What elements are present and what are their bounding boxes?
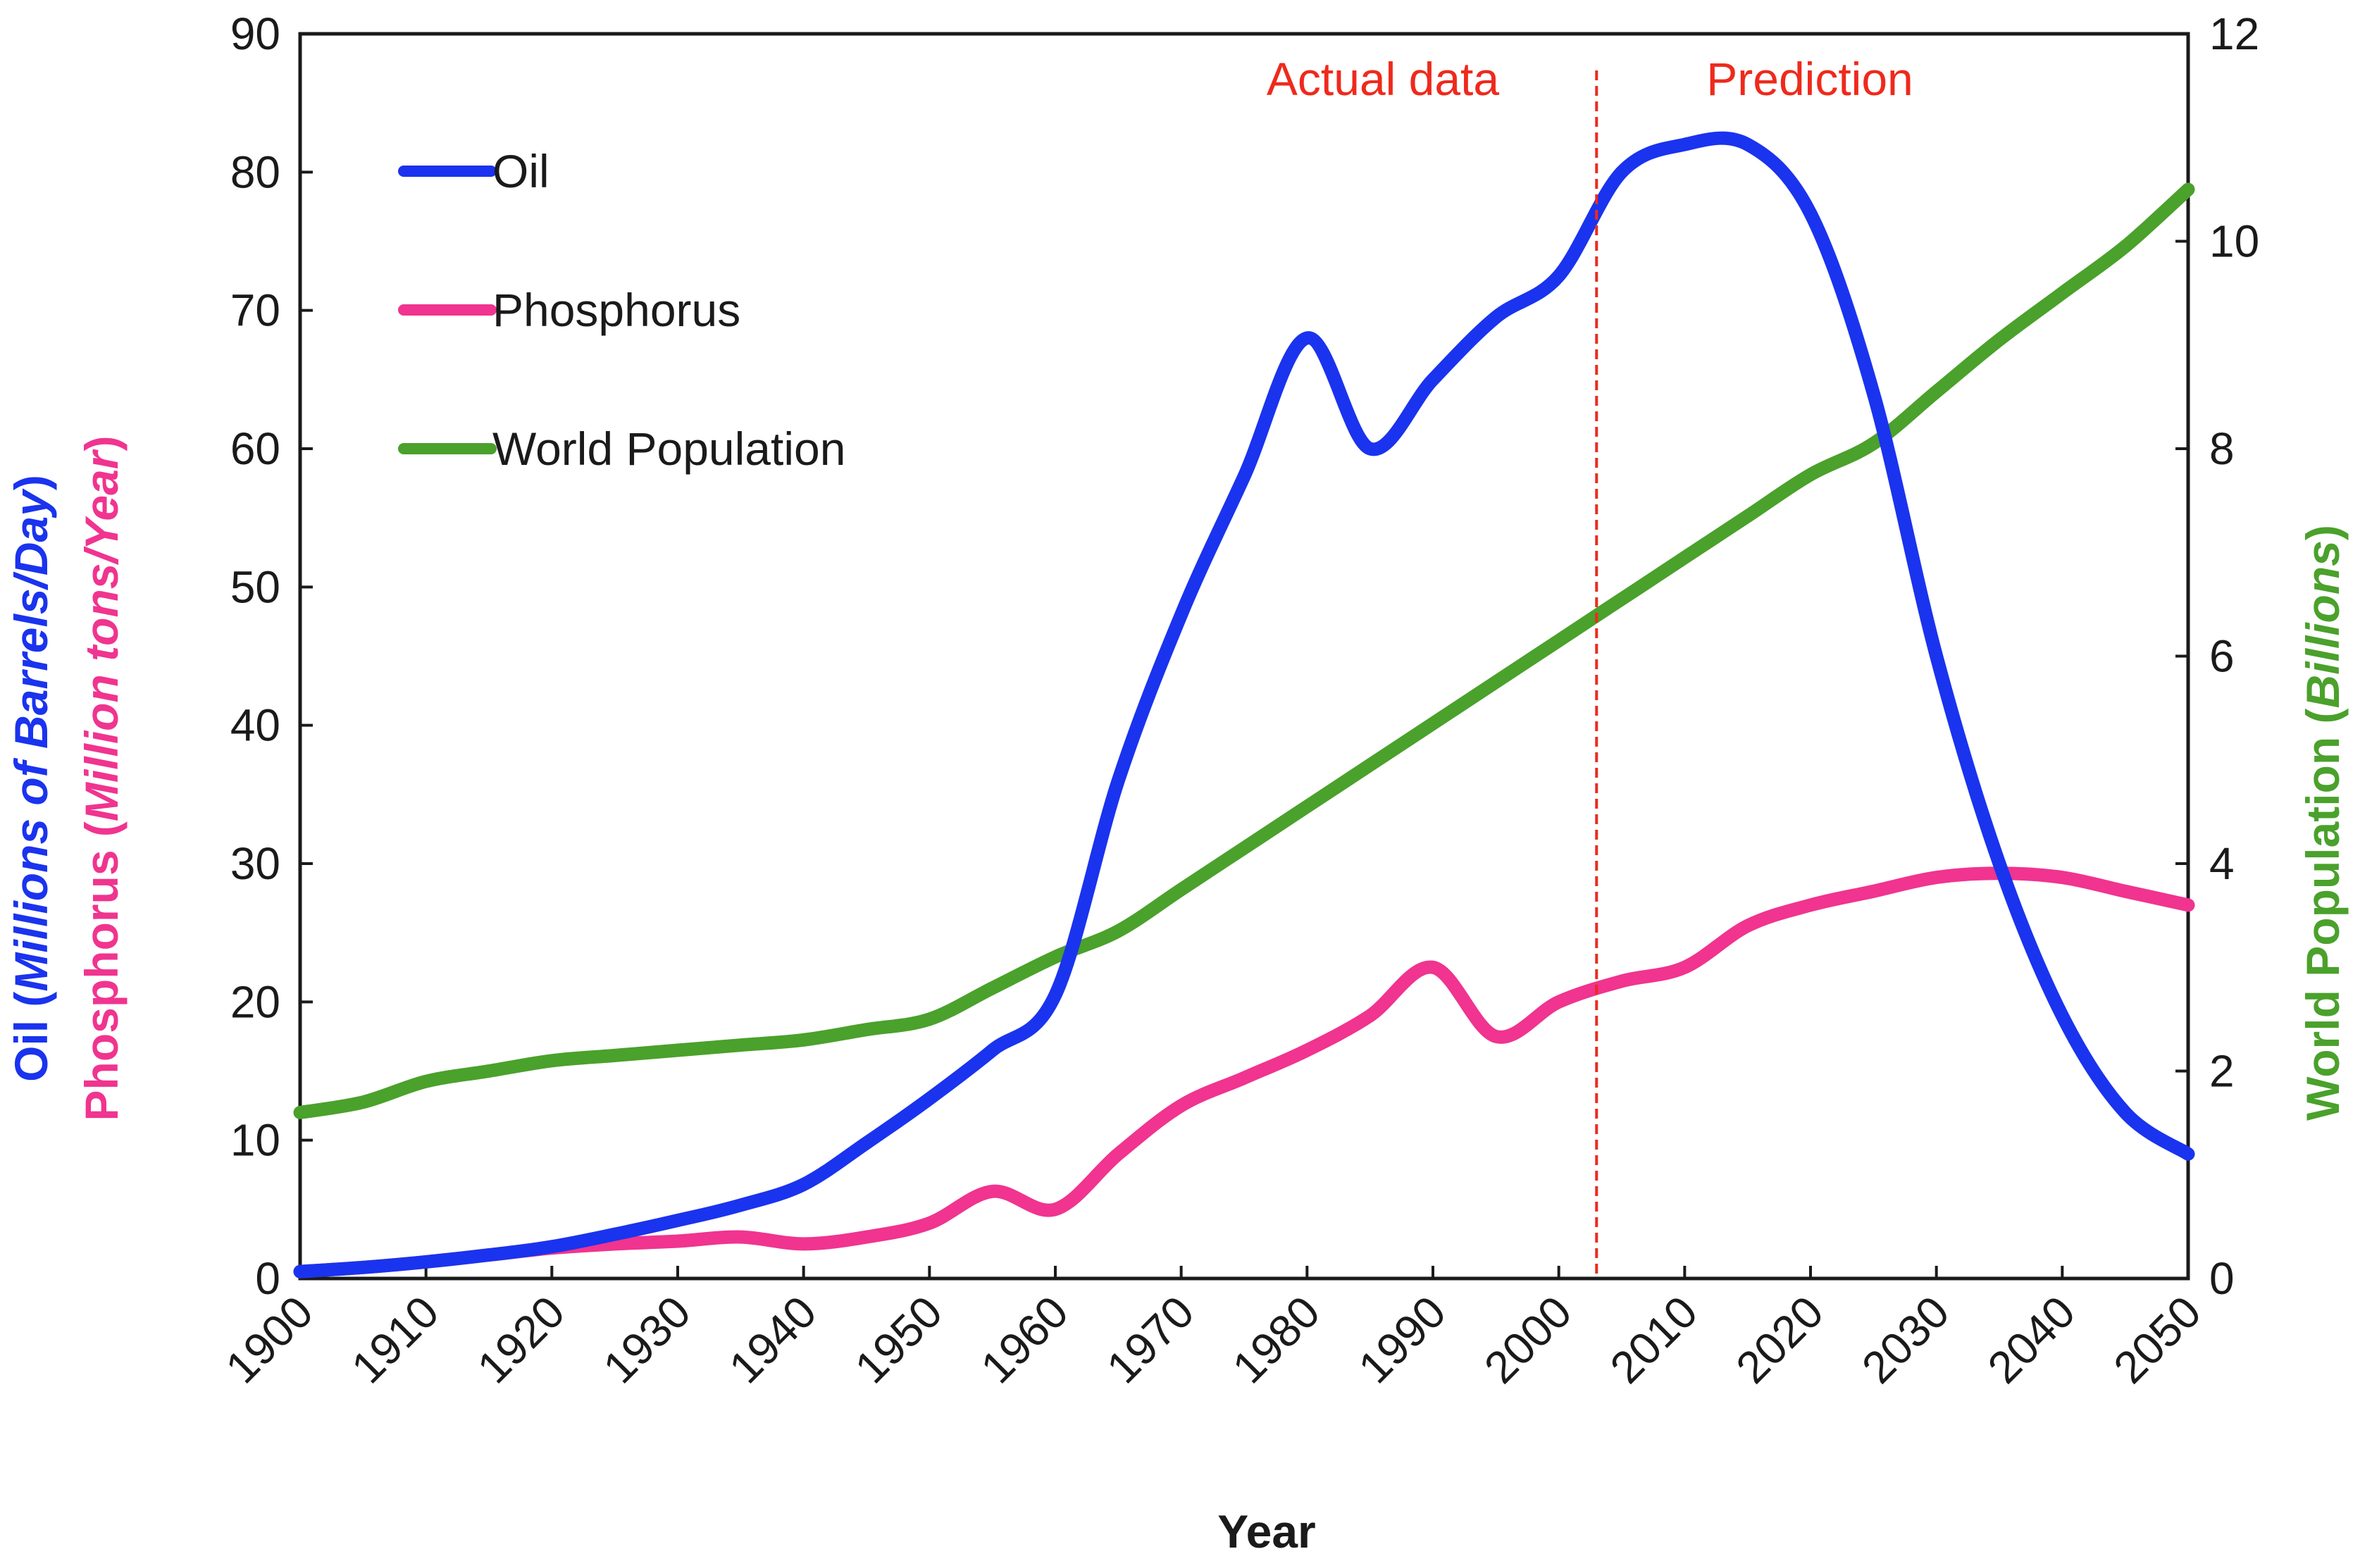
y-left-tick-label: 70 — [230, 285, 280, 336]
x-tick-label: 2010 — [1601, 1286, 1708, 1393]
x-tick-label: 1990 — [1348, 1286, 1455, 1393]
annotation-prediction: Prediction — [1706, 53, 1913, 105]
y-left-tick-label: 10 — [230, 1115, 280, 1166]
y-left-tick-label: 30 — [230, 838, 280, 889]
x-tick-label: 1960 — [971, 1286, 1078, 1393]
y-left-tick-label: 60 — [230, 423, 280, 474]
x-tick-label: 2020 — [1726, 1286, 1833, 1393]
legend-label-phosphorus: Phosphorus — [492, 284, 740, 336]
x-tick-label: 2040 — [1978, 1286, 2085, 1393]
x-tick-label: 1980 — [1223, 1286, 1330, 1393]
y-left-tick-label: 90 — [230, 8, 280, 59]
annotation-actual-data: Actual data — [1267, 53, 1500, 105]
x-tick-label: 1970 — [1097, 1286, 1204, 1393]
x-axis-title: Year — [1217, 1505, 1315, 1557]
y-right-tick-label: 2 — [2209, 1046, 2235, 1097]
x-tick-label: 1950 — [845, 1286, 952, 1393]
y-right-tick-label: 12 — [2209, 8, 2259, 59]
series-layer — [293, 131, 2195, 1278]
y-left-tick-label: 50 — [230, 561, 280, 612]
x-tick-label: 1940 — [719, 1286, 826, 1393]
y-right-tick-label: 10 — [2209, 216, 2259, 267]
y-right-axis-title: World Population (Billions) — [2297, 525, 2349, 1121]
x-tick-label: 2000 — [1474, 1286, 1582, 1393]
y-right-tick-label: 4 — [2209, 838, 2235, 889]
y-left-tick-label: 40 — [230, 700, 280, 751]
legend: Oil Phosphorus World Population — [398, 145, 845, 475]
y-left-tick-label: 20 — [230, 976, 280, 1027]
series-line-phosphorus — [293, 866, 2195, 1278]
series-line-oil — [293, 131, 2195, 1278]
legend-label-world-population: World Population — [492, 423, 845, 475]
y-right-tick-label: 0 — [2209, 1253, 2235, 1304]
legend-label-oil: Oil — [492, 145, 549, 197]
x-tick-label: 1910 — [342, 1286, 449, 1393]
y-left-tick-label: 80 — [230, 147, 280, 197]
y-left-axis-title-oil: Oil (Millions of Barrels/Day) — [5, 475, 57, 1082]
x-tick-label: 2050 — [2104, 1286, 2211, 1393]
plot-area — [298, 32, 2190, 1281]
x-tick-label: 1920 — [468, 1286, 575, 1393]
y-left-tick-label: 0 — [255, 1253, 280, 1304]
y-right-tick-label: 6 — [2209, 631, 2235, 682]
x-tick-label: 1930 — [593, 1286, 700, 1393]
x-tick-label: 2030 — [1852, 1286, 1959, 1393]
y-right-tick-label: 8 — [2209, 423, 2235, 474]
y-left-axis-title-phosphorus: Phosphorus (Million tons/Year) — [75, 436, 128, 1121]
